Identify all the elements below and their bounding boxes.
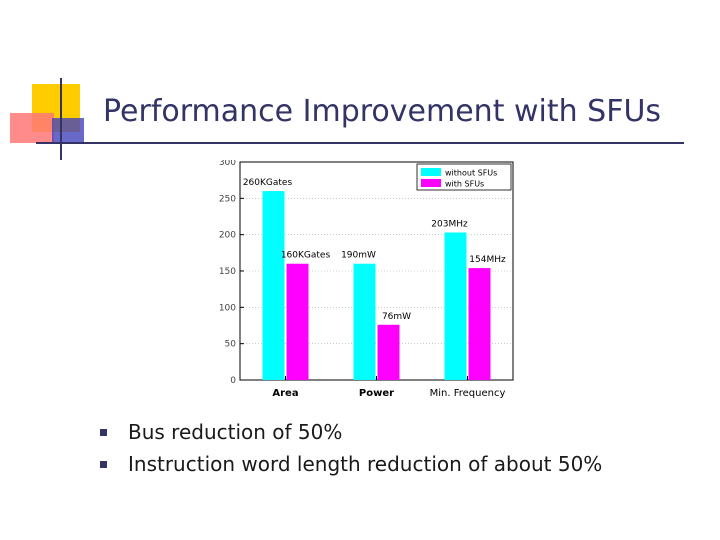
slide-title: Performance Improvement with SFUs	[103, 94, 662, 129]
bar-value-label: 260KGates	[243, 178, 293, 188]
bullet-list: Bus reduction of 50% Instruction word le…	[100, 418, 602, 482]
legend-swatch	[421, 168, 441, 176]
y-tick-label: 250	[219, 194, 236, 204]
x-tick-label: Min. Frequency	[430, 388, 506, 399]
bar-value-label: 154MHz	[469, 255, 506, 265]
bar-value-label: 76mW	[382, 312, 411, 322]
bullet-square-icon	[100, 461, 107, 468]
y-tick-label: 200	[219, 231, 236, 241]
y-tick-label: 100	[219, 303, 236, 313]
bar	[353, 263, 376, 380]
y-tick-label: 300	[219, 160, 236, 168]
bar-value-label: 190mW	[341, 251, 376, 261]
bullet-item: Instruction word length reduction of abo…	[100, 450, 602, 482]
title-underline	[36, 142, 684, 144]
bullet-item: Bus reduction of 50%	[100, 418, 602, 450]
bar	[444, 232, 467, 380]
bar	[468, 268, 491, 380]
logo-blue-square	[52, 118, 84, 144]
bullet-text: Instruction word length reduction of abo…	[128, 452, 603, 476]
bar-chart: 0 50 100 150 200 250 300 260KGates 160KGates Area…	[219, 160, 514, 399]
bar	[377, 324, 400, 380]
bullet-text: Bus reduction of 50%	[128, 420, 343, 444]
logo-vertical-rule	[60, 78, 62, 160]
x-tick-label: Power	[359, 388, 394, 399]
bullet-square-icon	[100, 429, 107, 436]
legend-label: without SFUs	[445, 169, 497, 178]
y-tick-label: 0	[230, 376, 236, 386]
logo-red-square	[10, 113, 54, 143]
y-tick-label: 50	[225, 340, 237, 350]
bar-value-label: 203MHz	[431, 219, 468, 229]
y-tick-label: 150	[219, 267, 236, 277]
bar	[262, 191, 285, 380]
legend-swatch	[421, 179, 441, 187]
bar-value-label: 160KGates	[281, 251, 331, 261]
x-tick-label: Area	[272, 388, 298, 399]
bar	[286, 263, 309, 380]
legend-label: with SFUs	[445, 180, 484, 189]
